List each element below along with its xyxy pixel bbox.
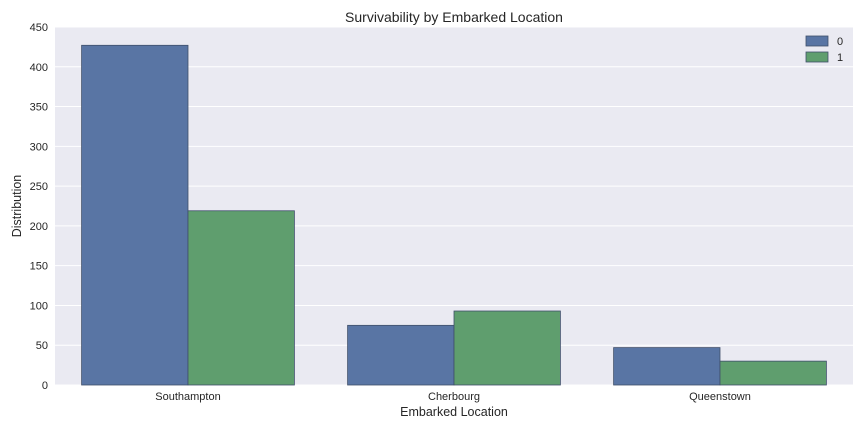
bar-queenstown-series-0 (613, 347, 721, 386)
y-tick-label: 250 (30, 181, 48, 193)
y-tick-label: 50 (36, 340, 48, 352)
y-axis-label: Distribution (10, 175, 24, 238)
x-axis-label: Embarked Location (400, 405, 508, 419)
legend-label: 0 (837, 36, 843, 48)
bars (81, 44, 827, 386)
legend-label: 1 (837, 52, 843, 64)
y-tick-label: 450 (30, 22, 48, 34)
chart-title: Survivability by Embarked Location (345, 9, 563, 25)
x-tick-label: Southampton (155, 391, 220, 403)
bar-cherbourg-series-1 (453, 310, 561, 386)
y-tick-label: 400 (30, 62, 48, 74)
legend-swatch (805, 35, 829, 47)
y-tick-label: 350 (30, 102, 48, 114)
bar-southampton-series-1 (187, 210, 295, 386)
y-tick-labels: 0 50 100 150 200 250 300 350 400 450 (30, 22, 48, 392)
x-tick-label: Queenstown (689, 391, 751, 403)
y-tick-label: 0 (42, 380, 48, 392)
y-tick-label: 200 (30, 221, 48, 233)
bar-queenstown-series-1 (719, 360, 827, 386)
y-tick-label: 150 (30, 261, 48, 273)
legend: 01 (805, 35, 843, 64)
bar-cherbourg-series-0 (347, 324, 455, 386)
y-tick-label: 100 (30, 300, 48, 312)
x-tick-labels: Southampton Cherbourg Queenstown (155, 391, 751, 403)
y-tick-label: 300 (30, 141, 48, 153)
x-tick-label: Cherbourg (428, 391, 480, 403)
legend-swatch (805, 51, 829, 63)
bar-southampton-series-0 (81, 44, 189, 386)
